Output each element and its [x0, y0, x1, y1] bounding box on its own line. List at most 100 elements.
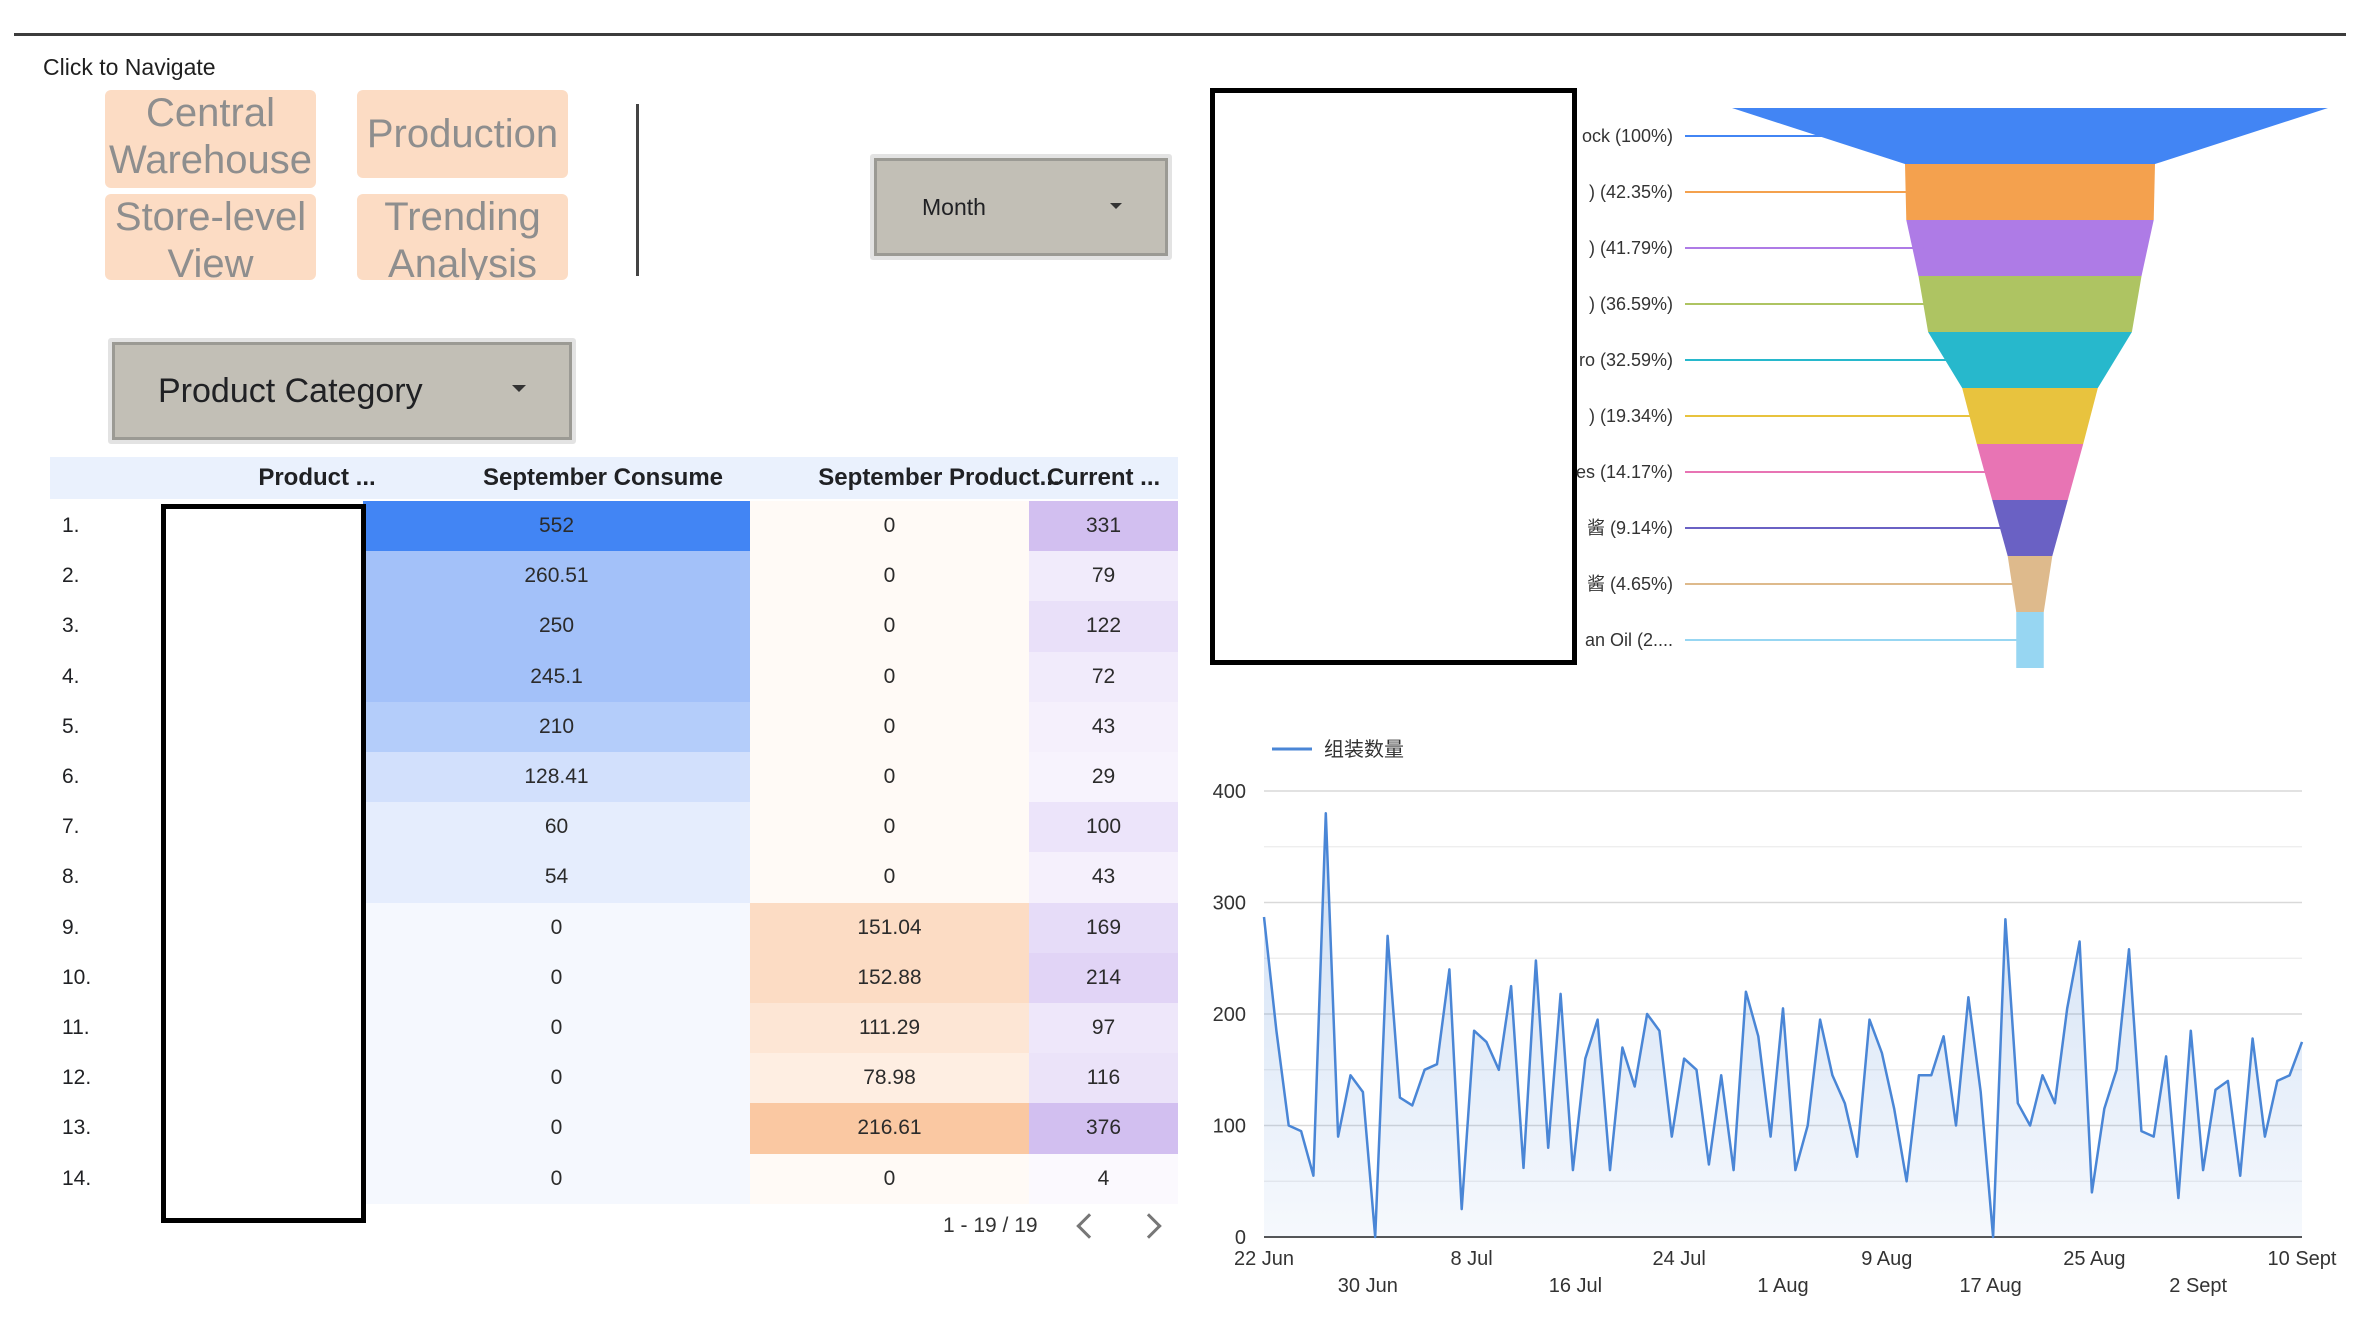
funnel-label: ) (19.34%): [1589, 406, 1673, 426]
cell-september-consume: 210: [363, 701, 750, 752]
y-tick-label: 200: [1213, 1004, 1246, 1026]
funnel-label: es (14.17%): [1576, 462, 1673, 482]
table-row[interactable]: 3. 250 0 122: [50, 601, 1178, 652]
funnel-segment[interactable]: [1992, 500, 2068, 556]
legend-label: 组装数量: [1324, 737, 1404, 761]
cell-current: 214: [1029, 952, 1178, 1003]
month-filter-dropdown[interactable]: Month: [870, 154, 1172, 260]
cell-current: 4: [1029, 1153, 1178, 1204]
funnel-segment[interactable]: [1732, 108, 2328, 164]
table-row[interactable]: 9. 0 151.04 169: [50, 902, 1178, 953]
nav-button-central-warehouse[interactable]: Central Warehouse: [105, 90, 316, 188]
redacted-product-names: [161, 504, 366, 1223]
column-header-current[interactable]: Current ...: [1046, 464, 1161, 491]
table-row[interactable]: 14. 0 0 4: [50, 1153, 1178, 1204]
y-tick-label: 0: [1235, 1227, 1246, 1249]
nav-button-label-line1: Central: [146, 91, 275, 135]
cell-september-product: 0: [750, 601, 1029, 652]
column-header-september-consume[interactable]: September Consume: [482, 464, 724, 491]
next-page-icon[interactable]: [1136, 1213, 1162, 1239]
funnel-segment[interactable]: [2016, 612, 2044, 668]
product-category-filter-dropdown[interactable]: Product Category: [108, 338, 576, 444]
row-number: 11.: [62, 1016, 90, 1039]
funnel-segment[interactable]: [1962, 388, 2098, 444]
x-tick-label: 1 Aug: [1757, 1275, 1808, 1297]
x-tick-label: 10 Sept: [2268, 1248, 2337, 1270]
table-row[interactable]: 4. 245.1 0 72: [50, 651, 1178, 702]
cell-september-product: 111.29: [750, 1003, 1029, 1054]
x-tick-label: 24 Jul: [1653, 1248, 1706, 1270]
cell-current: 97: [1029, 1003, 1178, 1054]
x-tick-label: 30 Jun: [1338, 1275, 1398, 1297]
row-number: 14.: [62, 1166, 92, 1190]
nav-separator: [636, 104, 639, 276]
x-tick-label: 9 Aug: [1861, 1248, 1912, 1270]
table-row[interactable]: 5. 210 0 43: [50, 701, 1178, 752]
table-row[interactable]: 6. 128.41 0 29: [50, 752, 1178, 803]
funnel-segment[interactable]: [1976, 444, 2084, 500]
cell-current: 43: [1029, 701, 1178, 752]
top-divider: [14, 33, 2346, 36]
funnel-label: ock (100%): [1582, 126, 1673, 146]
row-number: 2.: [62, 564, 80, 588]
table-row[interactable]: 13. 0 216.61 376: [50, 1103, 1178, 1154]
cell-september-consume: 0: [363, 952, 750, 1003]
row-number: 8.: [62, 865, 80, 889]
chevron-down-icon: [512, 385, 526, 392]
cell-september-consume: 0: [363, 1153, 750, 1204]
funnel-segment[interactable]: [1906, 220, 2154, 276]
funnel-label: ) (36.59%): [1589, 294, 1673, 314]
row-number: 10.: [62, 965, 92, 989]
nav-button-label-line2: View: [167, 242, 254, 280]
cell-current: 72: [1029, 651, 1178, 702]
table-row[interactable]: 8. 54 0 43: [50, 852, 1178, 903]
cell-september-product: 0: [750, 501, 1029, 552]
row-number: 4.: [62, 664, 80, 688]
row-number: 3.: [62, 614, 80, 638]
table-row[interactable]: 2. 260.51 0 79: [50, 551, 1178, 602]
table-row[interactable]: 12. 0 78.98 116: [50, 1053, 1178, 1104]
nav-button-production[interactable]: Production: [357, 90, 568, 178]
column-header-product[interactable]: Product ...: [258, 464, 376, 491]
cell-september-consume: 552: [363, 501, 750, 552]
nav-button-trending-analysis[interactable]: Trending Analysis: [357, 194, 568, 280]
month-filter-label: Month: [922, 193, 986, 220]
cell-current: 79: [1029, 551, 1178, 602]
funnel-label: ro (32.59%): [1579, 350, 1673, 370]
funnel-segment[interactable]: [1928, 332, 2132, 388]
cell-current: 29: [1029, 752, 1178, 803]
cell-september-product: 0: [750, 551, 1029, 602]
funnel-segment[interactable]: [1905, 164, 2155, 220]
row-number: 13.: [62, 1116, 92, 1140]
cell-september-product: 152.88: [750, 952, 1029, 1003]
pagination-label: 1 - 19 / 19: [943, 1214, 1038, 1237]
nav-button-label: Production: [366, 112, 559, 156]
table-row[interactable]: 11. 0 111.29 97: [50, 1003, 1178, 1054]
redacted-funnel-legend: [1210, 88, 1577, 665]
table-row[interactable]: 1. 552 0 331: [50, 501, 1178, 552]
cell-current: 100: [1029, 802, 1178, 853]
funnel-segment[interactable]: [1918, 276, 2142, 332]
y-tick-label: 100: [1213, 1116, 1246, 1138]
line-chart: 0 100 200 300 400 22 Jun 8 Jul 24 Jul 9 Aug 25 Au…: [1213, 737, 2337, 1297]
cell-september-consume: 0: [363, 902, 750, 953]
cell-september-product: 0: [750, 701, 1029, 752]
x-tick-label: 16 Jul: [1549, 1275, 1602, 1297]
cell-september-product: 151.04: [750, 902, 1029, 953]
table-row[interactable]: 10. 0 152.88 214: [50, 952, 1178, 1003]
y-tick-label: 300: [1213, 893, 1246, 915]
series-line[interactable]: [1262, 812, 2304, 1239]
cell-september-consume: 60: [363, 802, 750, 853]
previous-page-icon[interactable]: [1076, 1213, 1102, 1239]
cell-september-consume: 54: [363, 852, 750, 903]
x-tick-label: 8 Jul: [1450, 1248, 1492, 1270]
nav-button-store-level-view[interactable]: Store-level View: [105, 194, 316, 280]
table-row[interactable]: 7. 60 0 100: [50, 802, 1178, 853]
column-header-september-product[interactable]: September Product...: [818, 464, 1060, 491]
cell-current: 116: [1029, 1053, 1178, 1104]
funnel-segment[interactable]: [2007, 556, 2053, 612]
cell-september-consume: 0: [363, 1103, 750, 1154]
funnel-label: ) (42.35%): [1589, 182, 1673, 202]
x-tick-label: 22 Jun: [1234, 1248, 1294, 1270]
row-number: 12.: [62, 1066, 92, 1090]
